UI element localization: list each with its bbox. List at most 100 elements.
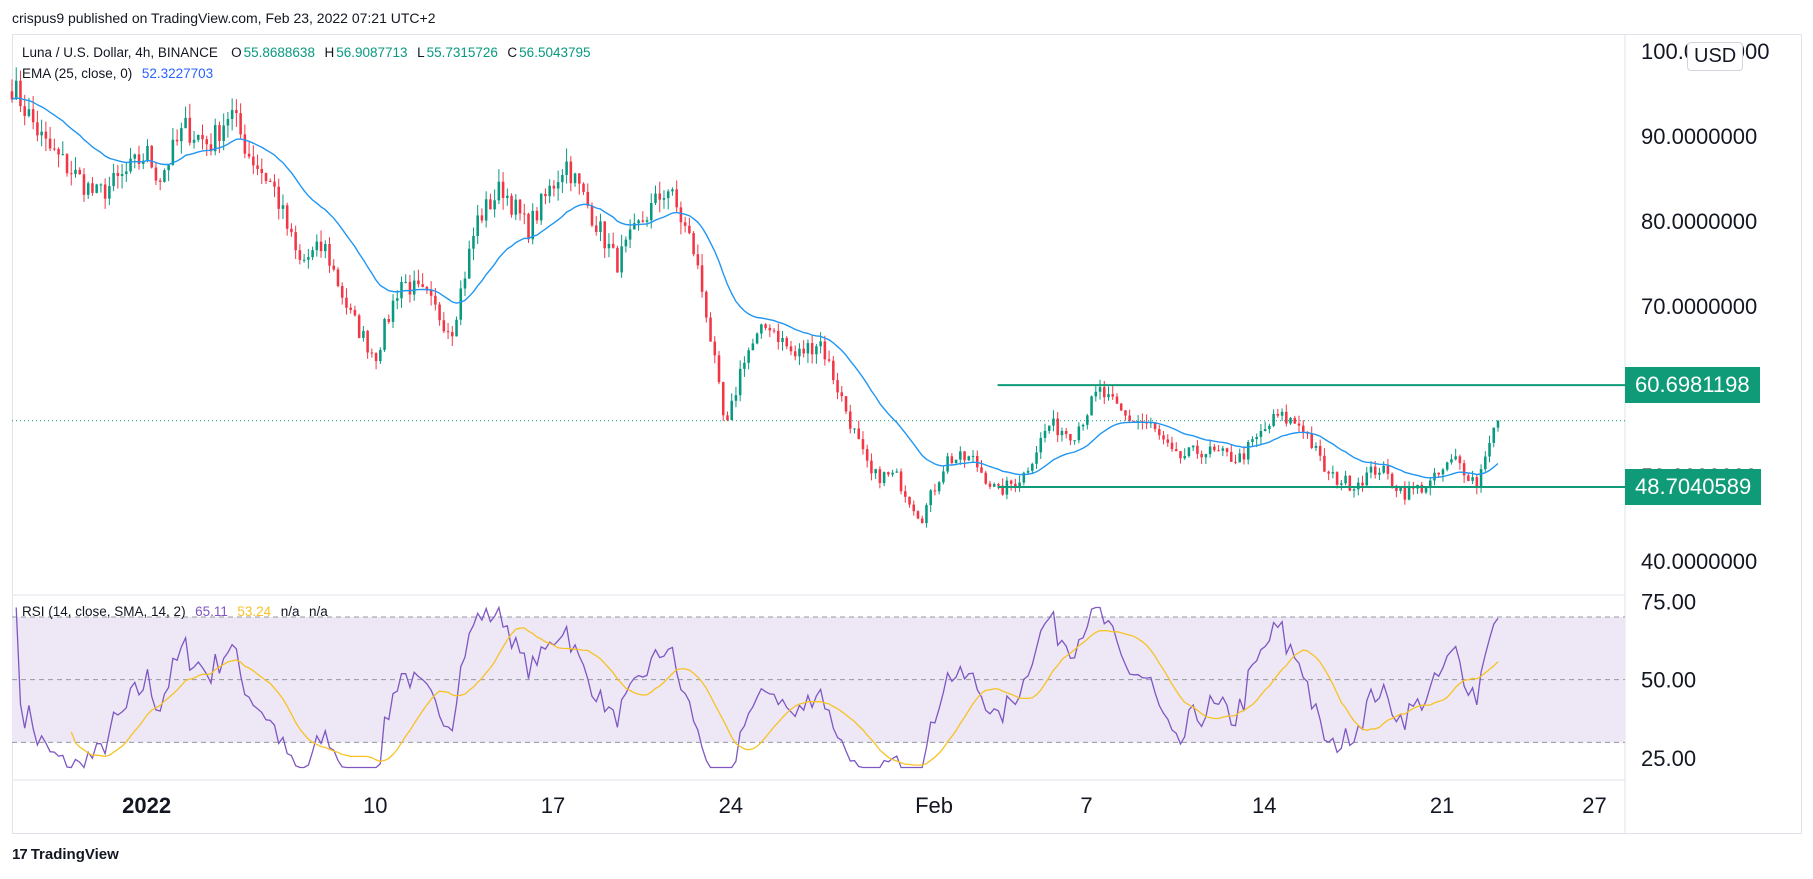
candle-body	[823, 341, 827, 360]
candle-body	[717, 355, 721, 383]
candle-body	[984, 472, 987, 484]
candle-body	[1428, 480, 1432, 489]
candle-body	[738, 368, 742, 396]
candle-body	[611, 243, 615, 248]
candle-body	[1395, 485, 1398, 491]
rsi-na-2: n/a	[308, 604, 328, 619]
candle-body	[404, 281, 407, 283]
candle-body	[1471, 477, 1474, 481]
candle-body	[688, 225, 691, 234]
candle-body	[637, 220, 640, 224]
candle-body	[387, 319, 391, 322]
candle-body	[459, 288, 463, 320]
candle-body	[975, 455, 979, 468]
currency-button[interactable]: USD	[1687, 42, 1744, 71]
candle-body	[1183, 456, 1186, 459]
tradingview-footer[interactable]: 17 TradingView	[12, 846, 119, 863]
date-tick-label: 10	[363, 793, 387, 818]
candle-body	[1454, 456, 1457, 460]
price-tick-label: 40.0000000	[1641, 549, 1757, 574]
candle-body	[1162, 435, 1165, 440]
candle-body	[683, 222, 687, 226]
candle-body	[650, 203, 653, 221]
candle-body	[904, 491, 907, 497]
candle-body	[573, 173, 577, 184]
candle-body	[1014, 483, 1017, 487]
low-label: L	[417, 45, 425, 60]
candle-body	[391, 300, 395, 322]
candles	[10, 67, 1500, 528]
candle-body	[1437, 472, 1440, 475]
candle-body	[705, 291, 708, 318]
candle-body	[349, 307, 352, 310]
candle-body	[679, 207, 683, 223]
candle-body	[1056, 418, 1059, 436]
candle-body	[1496, 420, 1500, 428]
candle-body	[209, 144, 213, 152]
rsi-ma-polyline	[70, 627, 1499, 766]
candle-body	[1107, 394, 1110, 398]
candle-body	[256, 165, 259, 169]
candle-body	[815, 346, 818, 355]
candle-body	[307, 257, 310, 260]
candle-body	[1179, 451, 1182, 459]
candle-body	[1090, 396, 1093, 416]
candle-body	[980, 467, 983, 473]
candle-body	[366, 330, 369, 353]
candle-body	[1445, 462, 1449, 470]
candle-body	[920, 518, 924, 524]
candle-body	[552, 185, 556, 189]
candle-body	[1348, 475, 1352, 491]
candle-body	[1390, 473, 1394, 486]
candle-body	[806, 343, 810, 354]
candle-body	[243, 134, 247, 154]
date-tick-label: Feb	[915, 793, 953, 818]
candle-body	[480, 215, 484, 221]
candle-body	[908, 496, 911, 505]
candle-body	[531, 210, 535, 240]
candle-body	[1047, 425, 1051, 431]
ema-polyline	[11, 97, 1499, 479]
candle-body	[658, 193, 662, 200]
candle-body	[1479, 469, 1483, 488]
candle-body	[616, 247, 619, 273]
rsi-polyline	[15, 605, 1499, 769]
candle-body	[1246, 442, 1250, 460]
candle-body	[666, 191, 670, 199]
candle-body	[103, 184, 107, 199]
candle-body	[1098, 387, 1102, 392]
candle-body	[793, 351, 797, 357]
candle-body	[1467, 475, 1470, 481]
candle-body	[95, 184, 98, 193]
candle-body	[1043, 430, 1047, 438]
candle-body	[950, 456, 954, 463]
candle-body	[1407, 486, 1411, 500]
candle-body	[713, 341, 717, 356]
candle-body	[1196, 445, 1199, 454]
candle-body	[582, 183, 585, 192]
candle-body	[252, 156, 255, 166]
candle-body	[146, 145, 149, 161]
candle-body	[247, 153, 251, 157]
candle-body	[1335, 472, 1339, 485]
candle-body	[810, 343, 814, 355]
candle-body	[925, 505, 928, 524]
candle-body	[421, 284, 424, 287]
candle-body	[1462, 463, 1466, 476]
candle-body	[1081, 424, 1085, 427]
candle-body	[1238, 453, 1242, 463]
candle-body	[1484, 456, 1487, 470]
candle-body	[150, 145, 153, 168]
candle-body	[264, 173, 268, 182]
candle-body	[929, 490, 932, 506]
candle-body	[569, 161, 573, 184]
candle-body	[1018, 482, 1021, 487]
candle-body	[798, 348, 801, 357]
candle-body	[1166, 439, 1170, 443]
candle-body	[522, 213, 526, 215]
candle-body	[1064, 430, 1068, 435]
candle-body	[768, 327, 772, 331]
candle-body	[899, 471, 903, 492]
candle-body	[1069, 434, 1072, 441]
